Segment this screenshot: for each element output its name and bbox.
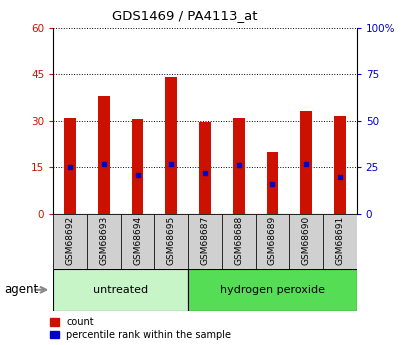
Bar — [188, 269, 356, 310]
Bar — [232, 118, 244, 214]
Text: GSM68694: GSM68694 — [133, 216, 142, 265]
Bar — [64, 118, 76, 214]
Legend: count, percentile rank within the sample: count, percentile rank within the sample — [50, 317, 231, 340]
Bar — [53, 269, 188, 310]
Text: hydrogen peroxide: hydrogen peroxide — [219, 285, 324, 295]
Text: GDS1469 / PA4113_at: GDS1469 / PA4113_at — [112, 9, 256, 22]
Text: GSM68688: GSM68688 — [234, 216, 243, 265]
Bar — [221, 214, 255, 269]
Text: GSM68689: GSM68689 — [267, 216, 276, 265]
Bar — [188, 214, 221, 269]
Bar — [266, 152, 278, 214]
Bar — [154, 214, 188, 269]
Bar — [289, 214, 322, 269]
FancyBboxPatch shape — [53, 214, 356, 269]
Text: GSM68687: GSM68687 — [200, 216, 209, 265]
Text: GSM68693: GSM68693 — [99, 216, 108, 265]
Bar — [322, 214, 356, 269]
Text: GSM68690: GSM68690 — [301, 216, 310, 265]
Text: agent: agent — [4, 283, 38, 296]
Bar — [120, 214, 154, 269]
Bar — [255, 214, 289, 269]
Text: untreated: untreated — [93, 285, 148, 295]
Bar — [53, 214, 87, 269]
Bar — [87, 214, 120, 269]
Bar — [98, 96, 110, 214]
Bar — [199, 122, 210, 214]
Bar — [299, 111, 311, 214]
Bar — [333, 116, 345, 214]
Text: GSM68691: GSM68691 — [335, 216, 344, 265]
Text: GSM68695: GSM68695 — [166, 216, 175, 265]
Text: GSM68692: GSM68692 — [65, 216, 74, 265]
Bar — [165, 77, 177, 214]
Bar — [131, 119, 143, 214]
